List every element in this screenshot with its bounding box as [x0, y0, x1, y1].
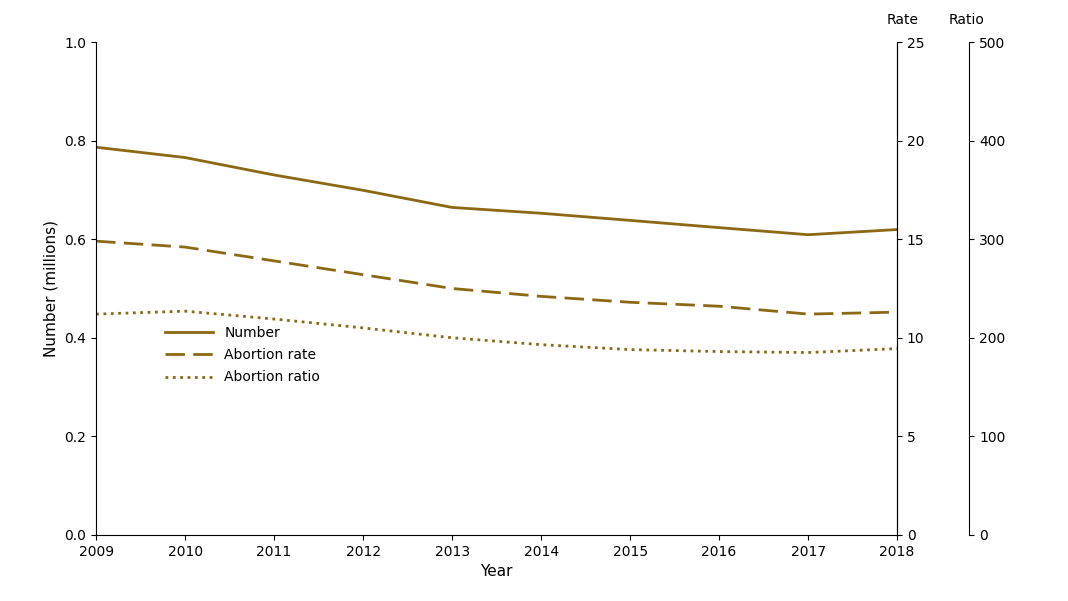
Number: [802, 231, 815, 239]
Abortion ratio: [445, 334, 458, 341]
Abortion ratio: [268, 316, 281, 323]
Number: [445, 204, 458, 211]
Number: [712, 224, 725, 231]
Abortion rate: [712, 303, 725, 310]
Number: [357, 187, 370, 194]
Abortion ratio: [624, 346, 637, 353]
Abortion ratio: [178, 308, 191, 315]
Abortion ratio: [357, 325, 370, 332]
Line: Abortion ratio: Abortion ratio: [96, 311, 897, 353]
Number: [268, 171, 281, 178]
Abortion rate: [357, 271, 370, 278]
Abortion rate: [891, 308, 904, 316]
Number: [90, 144, 103, 151]
Number: [891, 226, 904, 233]
Number: [178, 154, 191, 161]
Line: Abortion rate: Abortion rate: [96, 241, 897, 314]
Y-axis label: Number (millions): Number (millions): [44, 220, 59, 357]
Abortion ratio: [712, 348, 725, 355]
Number: [535, 210, 548, 217]
Abortion ratio: [802, 349, 815, 356]
Abortion rate: [445, 285, 458, 292]
Abortion rate: [802, 311, 815, 318]
Abortion ratio: [891, 345, 904, 352]
Line: Number: Number: [96, 147, 897, 235]
Text: Rate: Rate: [886, 13, 918, 27]
Abortion rate: [535, 293, 548, 300]
Abortion rate: [178, 243, 191, 251]
Abortion ratio: [535, 341, 548, 348]
Text: Ratio: Ratio: [948, 13, 985, 27]
Abortion rate: [268, 257, 281, 264]
Number: [624, 217, 637, 224]
Abortion rate: [624, 299, 637, 306]
Legend: Number, Abortion rate, Abortion ratio: Number, Abortion rate, Abortion ratio: [159, 320, 326, 390]
Abortion ratio: [90, 311, 103, 318]
Abortion rate: [90, 237, 103, 245]
X-axis label: Year: Year: [481, 564, 513, 579]
